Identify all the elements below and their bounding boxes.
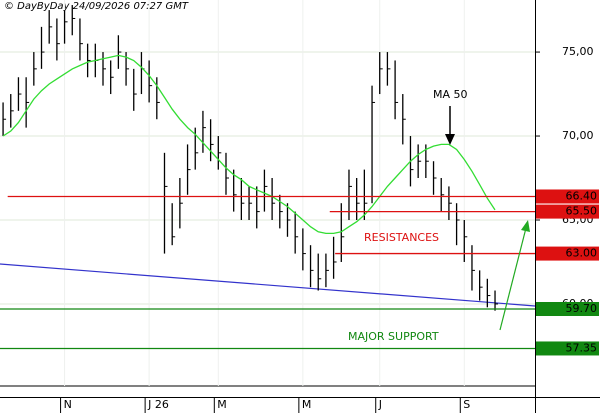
header: © DayByDay 24/09/2026 07:27 GMT [4,1,189,12]
y-tick-label: 75,00 [562,45,594,58]
level-label: 63.00 [566,247,598,260]
trendline [0,263,536,307]
plot: N J 26 M M J S [0,0,540,413]
level-box [536,189,599,204]
x-tick-label: N [64,398,72,411]
level-box [536,302,599,317]
annotation: RESISTANCES [364,231,439,244]
x-tick-label: S [463,398,470,411]
x-tick-label: M [217,398,227,411]
x-tick-label: M [302,398,312,411]
annotation: MAJOR SUPPORT [348,330,439,343]
y-tick-label: 70,00 [562,129,594,142]
x-tick-label: J 26 [147,398,169,411]
annotation: MA 50 [433,88,468,101]
level-label: 65.50 [566,205,598,218]
level-label: 66.40 [566,189,598,202]
arrow [499,227,527,331]
level-box [536,246,599,261]
level-box [536,204,599,219]
level-box [536,341,599,356]
level-label: 57.35 [566,341,598,354]
level-label: 59.70 [566,302,598,315]
arrow-head [445,134,455,145]
ma-line [2,54,496,235]
arrow-head [521,220,530,232]
x-tick-label: J [378,398,382,411]
